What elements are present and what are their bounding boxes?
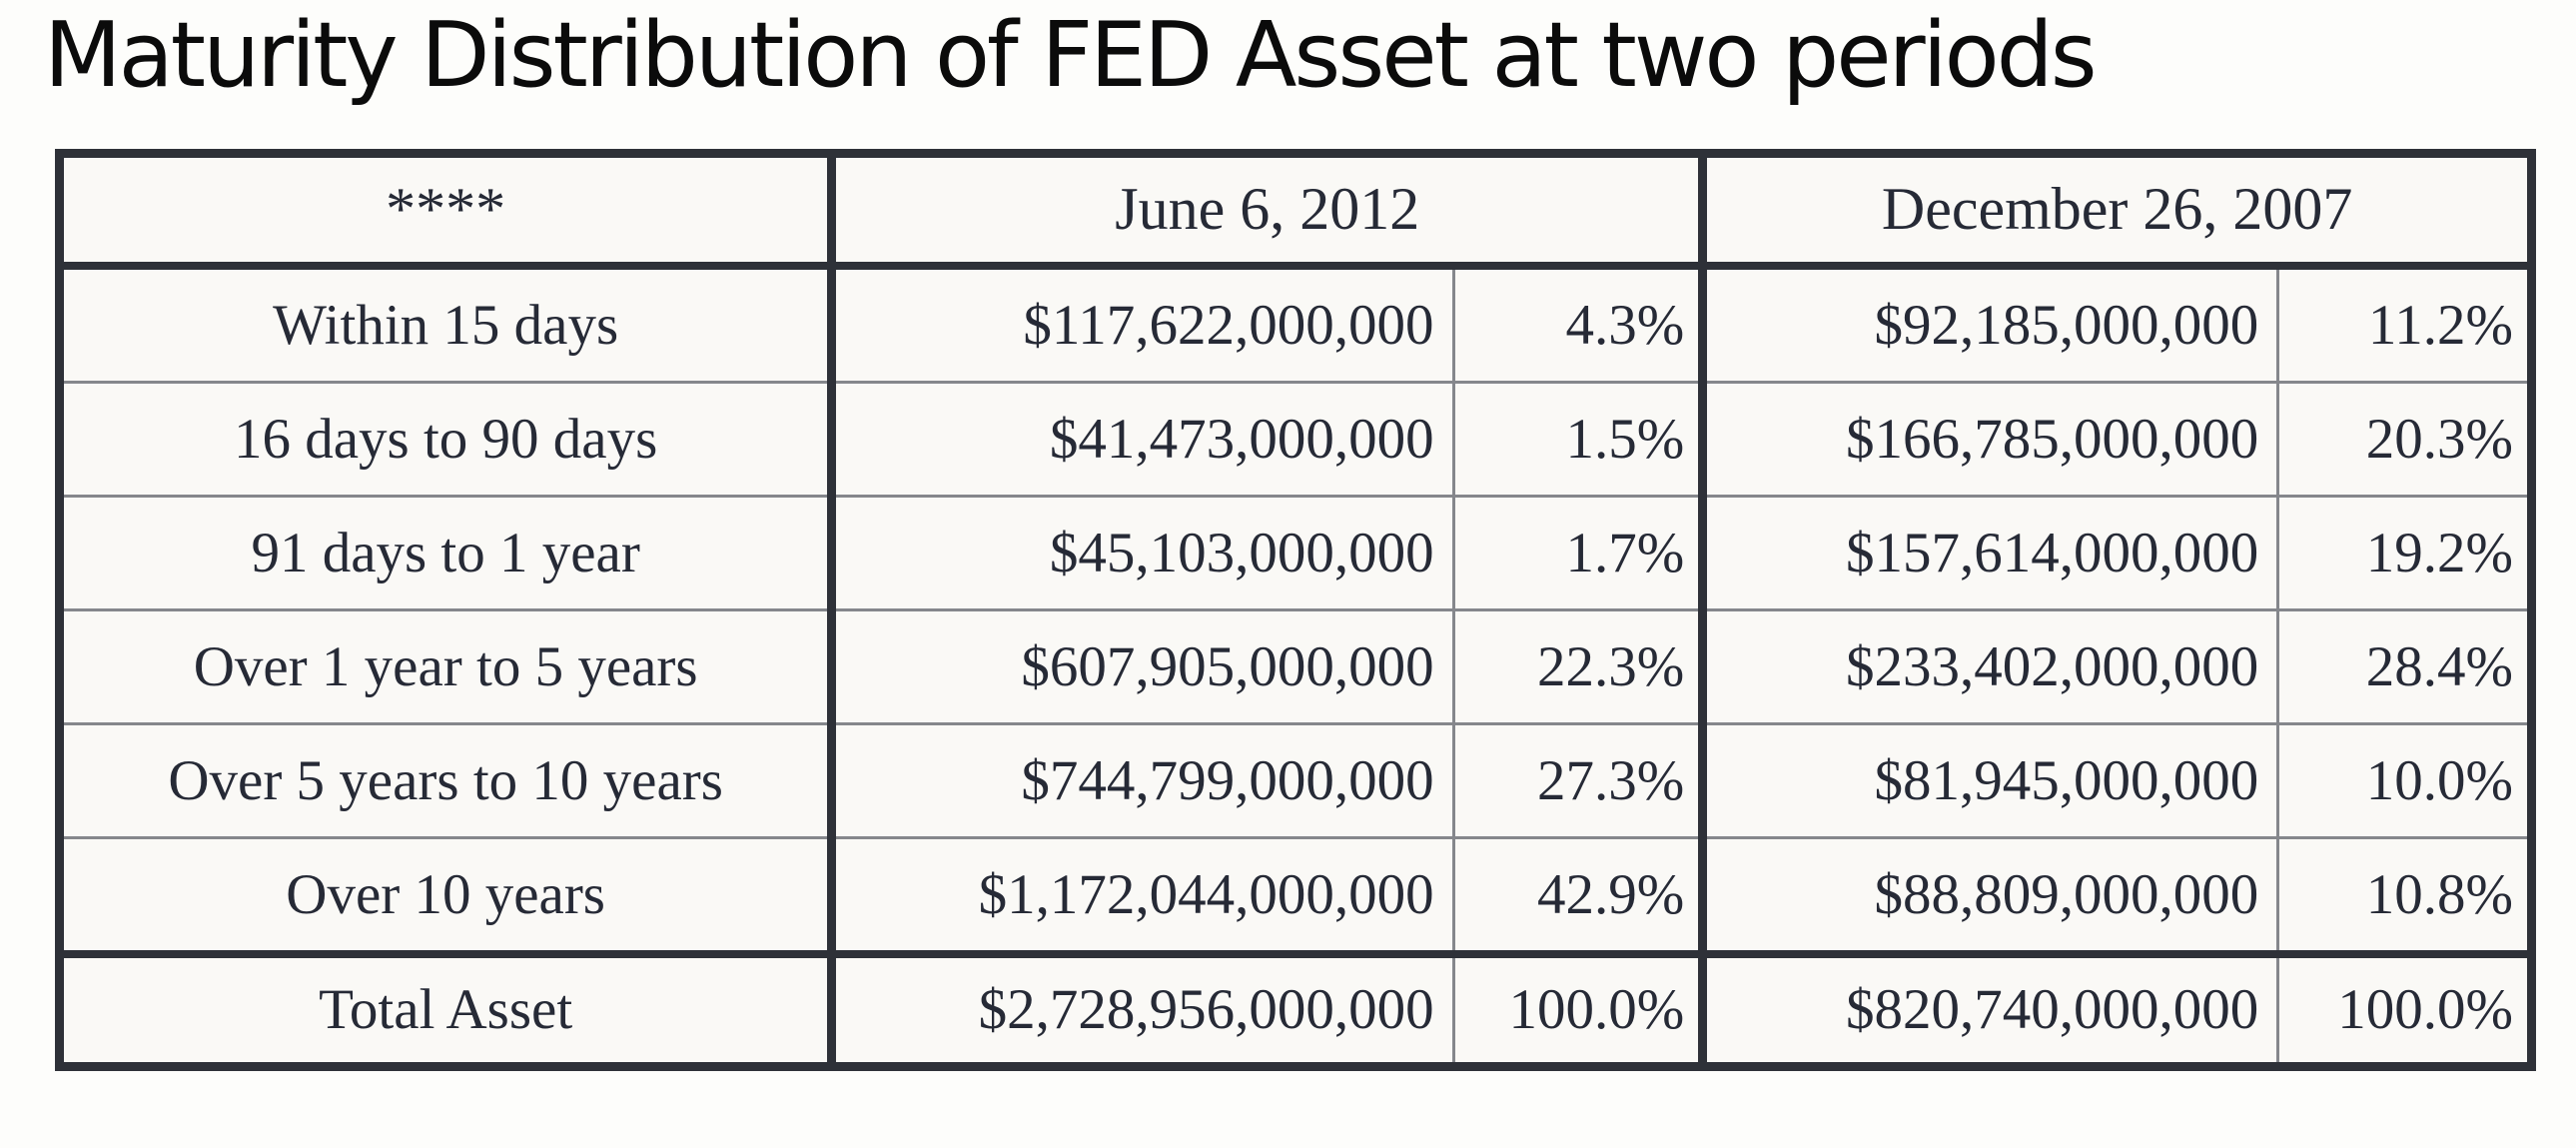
amount-cell: $41,473,000,000 — [827, 380, 1455, 498]
percent-cell: 10.0% — [2276, 721, 2533, 839]
table-row: Over 5 years to 10 years $744,799,000,00… — [57, 721, 2533, 839]
amount-cell: $166,785,000,000 — [1698, 380, 2280, 498]
amount-cell: $744,799,000,000 — [827, 721, 1455, 839]
percent-cell: 20.3% — [2276, 380, 2533, 498]
percent-cell: 1.7% — [1451, 494, 1705, 611]
total-label: Total Asset — [57, 949, 834, 1068]
percent-cell: 19.2% — [2276, 494, 2533, 611]
table-row: Over 10 years $1,172,044,000,000 42.9% $… — [57, 835, 2533, 956]
page-title: Maturity Distribution of FED Asset at tw… — [44, 3, 2098, 108]
table-row: Over 1 year to 5 years $607,905,000,000 … — [57, 607, 2533, 725]
header-row: **** June 6, 2012 December 26, 2007 — [57, 151, 2533, 270]
total-row: Total Asset $2,728,956,000,000 100.0% $8… — [57, 949, 2533, 1068]
percent-cell: 11.2% — [2276, 264, 2533, 384]
row-label: Over 1 year to 5 years — [57, 607, 834, 725]
amount-cell: $92,185,000,000 — [1698, 264, 2280, 384]
maturity-distribution-table: **** June 6, 2012 December 26, 2007 With… — [55, 148, 2536, 1071]
percent-cell: 22.3% — [1451, 607, 1705, 725]
amount-cell: $88,809,000,000 — [1698, 835, 2280, 956]
percent-cell: 10.8% — [2276, 835, 2533, 956]
row-label: Over 10 years — [57, 835, 834, 956]
total-percent-cell: 100.0% — [2276, 949, 2533, 1068]
amount-cell: $233,402,000,000 — [1698, 607, 2280, 725]
percent-cell: 1.5% — [1451, 380, 1705, 498]
total-amount-cell: $2,728,956,000,000 — [827, 949, 1455, 1068]
percent-cell: 4.3% — [1451, 264, 1705, 384]
percent-cell: 28.4% — [2276, 607, 2533, 725]
amount-cell: $117,622,000,000 — [827, 264, 1455, 384]
header-period-december-2007: December 26, 2007 — [1698, 151, 2533, 270]
amount-cell: $45,103,000,000 — [827, 494, 1455, 611]
table-row: Within 15 days $117,622,000,000 4.3% $92… — [57, 264, 2533, 384]
row-label: 16 days to 90 days — [57, 380, 834, 498]
header-category: **** — [57, 151, 834, 270]
total-percent-cell: 100.0% — [1451, 949, 1705, 1068]
amount-cell: $607,905,000,000 — [827, 607, 1455, 725]
table-row: 16 days to 90 days $41,473,000,000 1.5% … — [57, 380, 2533, 498]
percent-cell: 27.3% — [1451, 721, 1705, 839]
total-amount-cell: $820,740,000,000 — [1698, 949, 2280, 1068]
amount-cell: $157,614,000,000 — [1698, 494, 2280, 611]
percent-cell: 42.9% — [1451, 835, 1705, 956]
header-period-june-2012: June 6, 2012 — [827, 151, 1705, 270]
row-label: 91 days to 1 year — [57, 494, 834, 611]
row-label: Over 5 years to 10 years — [57, 721, 834, 839]
amount-cell: $1,172,044,000,000 — [827, 835, 1455, 956]
table-row: 91 days to 1 year $45,103,000,000 1.7% $… — [57, 494, 2533, 611]
amount-cell: $81,945,000,000 — [1698, 721, 2280, 839]
row-label: Within 15 days — [57, 264, 834, 384]
